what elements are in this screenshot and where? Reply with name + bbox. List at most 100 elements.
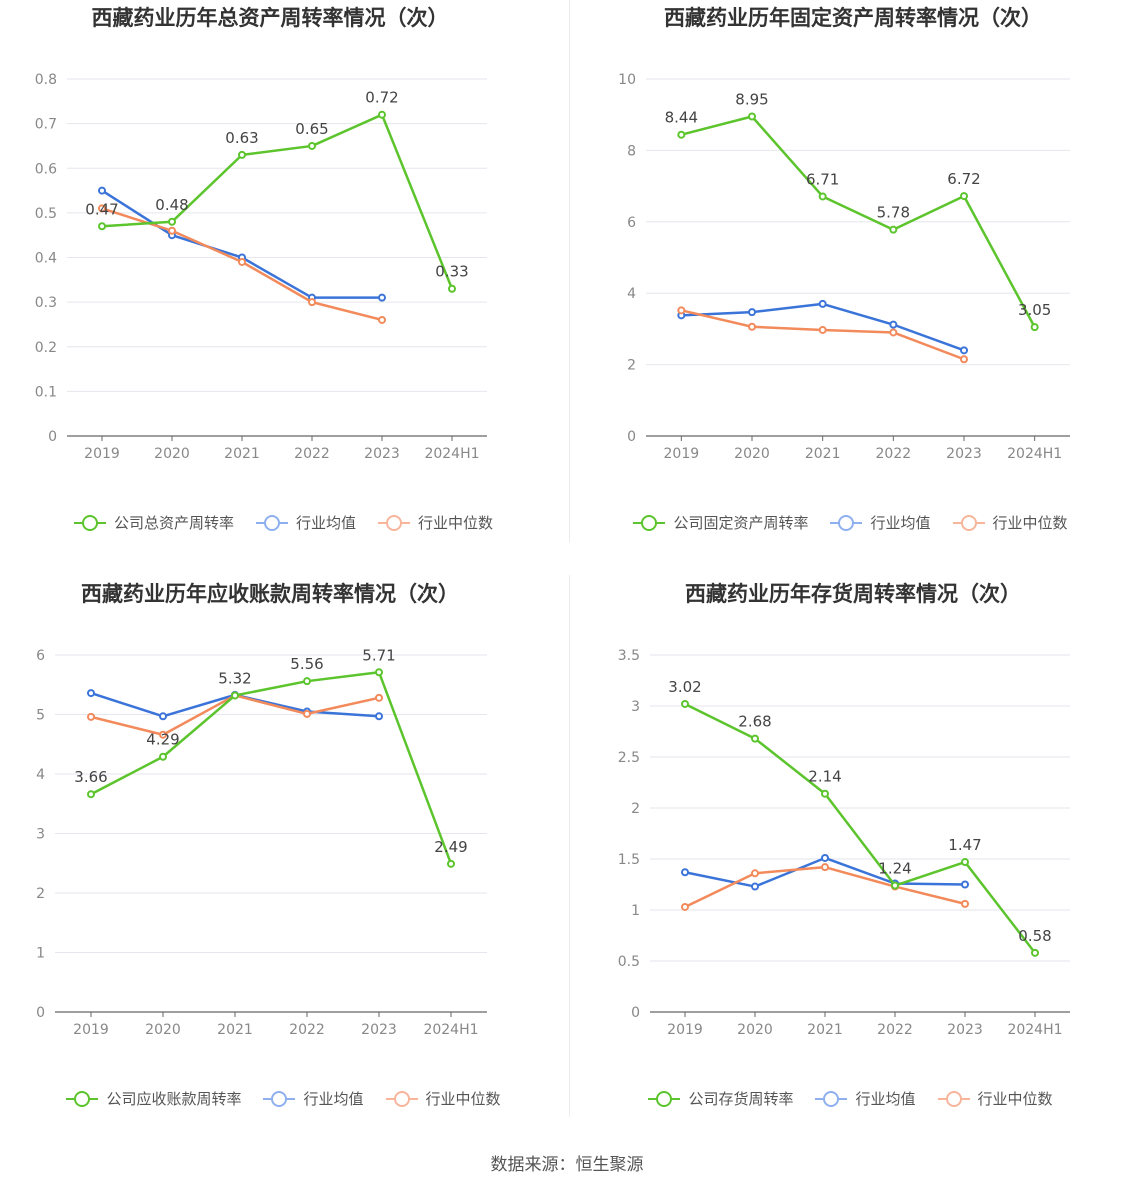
legend-label: 行业中位数 <box>992 514 1068 532</box>
industry-avg-series-line <box>684 856 966 888</box>
industry-median-series-point <box>159 730 167 739</box>
chart-title: 西藏药业历年应收账款周转率情况（次） <box>81 582 459 606</box>
y-tick-label: 2 <box>36 886 45 902</box>
data-label: 3.05 <box>1018 301 1051 319</box>
company-series-line <box>101 113 454 290</box>
company-series-point <box>448 284 456 293</box>
x-tick-label: 2021 <box>217 1022 253 1038</box>
company-series-point <box>238 150 246 159</box>
legend-item-industry-median-series[interactable]: 行业中位数 <box>952 512 1068 533</box>
legend-marker-icon <box>952 514 985 531</box>
industry-avg-series-point <box>378 293 386 302</box>
data-label: 6.72 <box>947 170 980 188</box>
legend-marker-icon <box>830 514 863 531</box>
legend-label: 行业中位数 <box>418 514 494 532</box>
company-series-point <box>87 790 95 799</box>
company-series-point <box>447 859 455 868</box>
y-tick-label: 0 <box>36 1005 45 1021</box>
legend-item-industry-avg-series[interactable]: 行业均值 <box>815 1088 916 1109</box>
data-label: 5.32 <box>218 669 251 687</box>
legend-marker-icon <box>815 1090 848 1107</box>
legend-item-company-series[interactable]: 公司应收账款周转率 <box>66 1088 241 1109</box>
x-tick-label: 2022 <box>294 446 330 462</box>
x-tick-label: 2021 <box>805 446 841 462</box>
legend-item-industry-avg-series[interactable]: 行业均值 <box>830 512 931 533</box>
x-tick-label: 2022 <box>876 446 912 462</box>
chart-fixed-asset-turnover: 西藏药业历年固定资产周转率情况（次） 0 2 4 6 8 10 2019 2020 2021 202… <box>567 0 1134 575</box>
chart-title: 西藏药业历年总资产周转率情况（次） <box>92 6 449 30</box>
company-series-point <box>378 110 386 119</box>
legend-marker-icon <box>73 514 106 531</box>
industry-median-series-line <box>90 694 380 736</box>
industry-avg-series-point <box>889 320 898 329</box>
legend-label: 公司存货周转率 <box>688 1090 794 1108</box>
y-tick-label: 0.5 <box>618 954 640 970</box>
y-tick-label: 0.8 <box>35 72 57 88</box>
x-tick-label: 2021 <box>224 446 260 462</box>
industry-median-series-point <box>87 712 95 721</box>
chart-title: 西藏药业历年存货周转率情况（次） <box>685 582 1021 606</box>
industry-median-series-point <box>961 899 969 908</box>
y-tick-label: 0.5 <box>35 206 57 222</box>
chart-title: 西藏药业历年固定资产周转率情况（次） <box>664 6 1042 30</box>
legend-label: 行业均值 <box>303 1090 364 1108</box>
y-tick-label: 8 <box>627 143 636 159</box>
chart-svg: 西藏药业历年应收账款周转率情况（次） 0 1 2 3 4 5 6 2019 2020 2021 202… <box>36 582 487 1038</box>
x-tick-label: 2020 <box>737 1022 773 1038</box>
x-tick-label: 2024H1 <box>424 446 479 462</box>
chart-total-asset-turnover: 西藏药业历年总资产周转率情况（次） 0 0.1 0.2 0.3 0.4 0.5 0.6 0.7 0… <box>0 0 567 575</box>
legend-item-company-series[interactable]: 公司总资产周转率 <box>73 512 234 533</box>
company-series-point <box>303 677 311 686</box>
legend-item-industry-median-series[interactable]: 行业中位数 <box>385 1088 501 1109</box>
company-series-point <box>821 789 829 798</box>
chart-svg: 西藏药业历年固定资产周转率情况（次） 0 2 4 6 8 10 2019 2020 2021 202… <box>618 6 1070 462</box>
y-tick-label: 2 <box>627 358 636 374</box>
y-tick-label: 1.5 <box>618 852 640 868</box>
legend-marker-icon <box>66 1090 99 1107</box>
industry-median-series-point <box>98 204 106 213</box>
company-series-point <box>159 752 167 761</box>
y-tick-label: 0.6 <box>35 161 57 177</box>
data-label: 1.24 <box>878 860 911 878</box>
x-tick-label: 2021 <box>807 1022 843 1038</box>
company-series-point <box>748 112 756 121</box>
legend-item-industry-avg-series[interactable]: 行业均值 <box>263 1088 364 1109</box>
legend-marker-icon <box>648 1090 681 1107</box>
industry-avg-series-point <box>960 346 968 355</box>
legend-item-industry-median-series[interactable]: 行业中位数 <box>378 512 493 533</box>
legend-item-industry-median-series[interactable]: 行业中位数 <box>937 1088 1053 1109</box>
legend-item-industry-avg-series[interactable]: 行业均值 <box>255 512 356 533</box>
company-series-point <box>751 734 759 743</box>
chart-legend: 公司应收账款周转率 行业均值 行业中位数 <box>0 1088 567 1109</box>
company-series-point <box>1030 323 1039 332</box>
legend-item-company-series[interactable]: 公司存货周转率 <box>648 1088 793 1109</box>
industry-avg-series-point <box>961 880 969 889</box>
data-label: 3.66 <box>74 768 107 786</box>
panel-divider-bottom <box>569 575 570 1117</box>
y-tick-label: 0 <box>631 1005 640 1021</box>
company-series-point <box>1031 948 1039 957</box>
company-series-point <box>961 858 969 867</box>
industry-avg-series-point <box>821 853 829 862</box>
company-series-point <box>960 192 968 201</box>
legend-marker-icon <box>937 1090 970 1107</box>
data-label: 8.44 <box>665 109 698 127</box>
legend-item-company-series[interactable]: 公司固定资产周转率 <box>633 512 808 533</box>
data-label: 8.95 <box>735 90 768 108</box>
data-label: 2.68 <box>738 713 771 731</box>
industry-median-series-point <box>748 322 756 331</box>
industry-median-series-point <box>751 869 759 878</box>
company-series-point <box>168 217 176 226</box>
company-series-point <box>677 130 686 139</box>
y-tick-label: 0.2 <box>35 340 57 356</box>
y-tick-label: 0.7 <box>35 117 57 133</box>
legend-marker-icon <box>385 1090 418 1107</box>
panel-divider-top <box>569 0 570 542</box>
industry-avg-series-line <box>101 189 382 299</box>
legend-marker-icon <box>255 514 288 531</box>
industry-median-series-point <box>821 863 829 872</box>
x-tick-label: 2020 <box>154 446 190 462</box>
y-tick-label: 6 <box>36 648 45 664</box>
legend-label: 行业中位数 <box>977 1090 1053 1108</box>
x-tick-label: 2020 <box>145 1022 181 1038</box>
